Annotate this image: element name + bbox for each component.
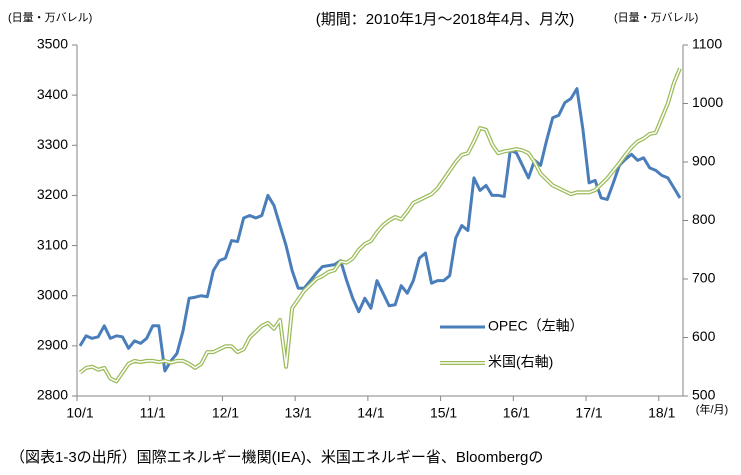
x-tick-label: 15/1 <box>430 405 457 421</box>
y2-tick-label: 700 <box>692 270 716 286</box>
legend-label: 米国(右軸) <box>488 354 553 370</box>
legend-label: OPEC（左軸） <box>488 318 584 334</box>
y-tick-label: 3100 <box>37 236 68 252</box>
y2-tick-label: 900 <box>692 153 716 169</box>
x-tick-label: 17/1 <box>575 405 602 421</box>
y-tick-label: 3500 <box>37 36 68 52</box>
y-axis-label: (日量・万バレル) <box>8 11 92 24</box>
y2-tick-label: 1000 <box>692 94 723 110</box>
y-tick-label: 3400 <box>37 86 68 102</box>
x-tick-label: 13/1 <box>285 405 312 421</box>
y2-tick-label: 1100 <box>692 36 722 52</box>
y-tick-label: 2800 <box>37 387 68 403</box>
x-axis-label: (年/月) <box>696 402 728 416</box>
y2-tick-label: 500 <box>692 387 716 403</box>
y2-tick-label: 800 <box>692 211 716 227</box>
y-tick-label: 3200 <box>37 186 68 202</box>
y-tick-label: 2900 <box>37 337 68 353</box>
x-tick-label: 18/1 <box>648 405 675 421</box>
y2-tick-label: 600 <box>692 328 716 344</box>
x-tick-label: 11/1 <box>140 405 166 421</box>
x-tick-label: 12/1 <box>212 405 239 421</box>
series-line-inner <box>79 68 681 383</box>
y2-axis-label: (日量・万バレル) <box>614 11 698 24</box>
source-note: （図表1-3の出所）国際エネルギー機関(IEA)、米国エネルギー省、Bloomb… <box>10 449 543 466</box>
x-tick-label: 16/1 <box>503 405 530 421</box>
x-tick-label: 14/1 <box>357 405 384 421</box>
y-tick-label: 3300 <box>37 136 68 152</box>
x-tick-label: 10/1 <box>66 405 93 421</box>
chart-title: (期間：2010年1月～2018年4月、月次) <box>316 11 574 28</box>
y-tick-label: 3000 <box>37 286 68 302</box>
series-line <box>78 67 682 384</box>
series-line <box>78 87 682 373</box>
